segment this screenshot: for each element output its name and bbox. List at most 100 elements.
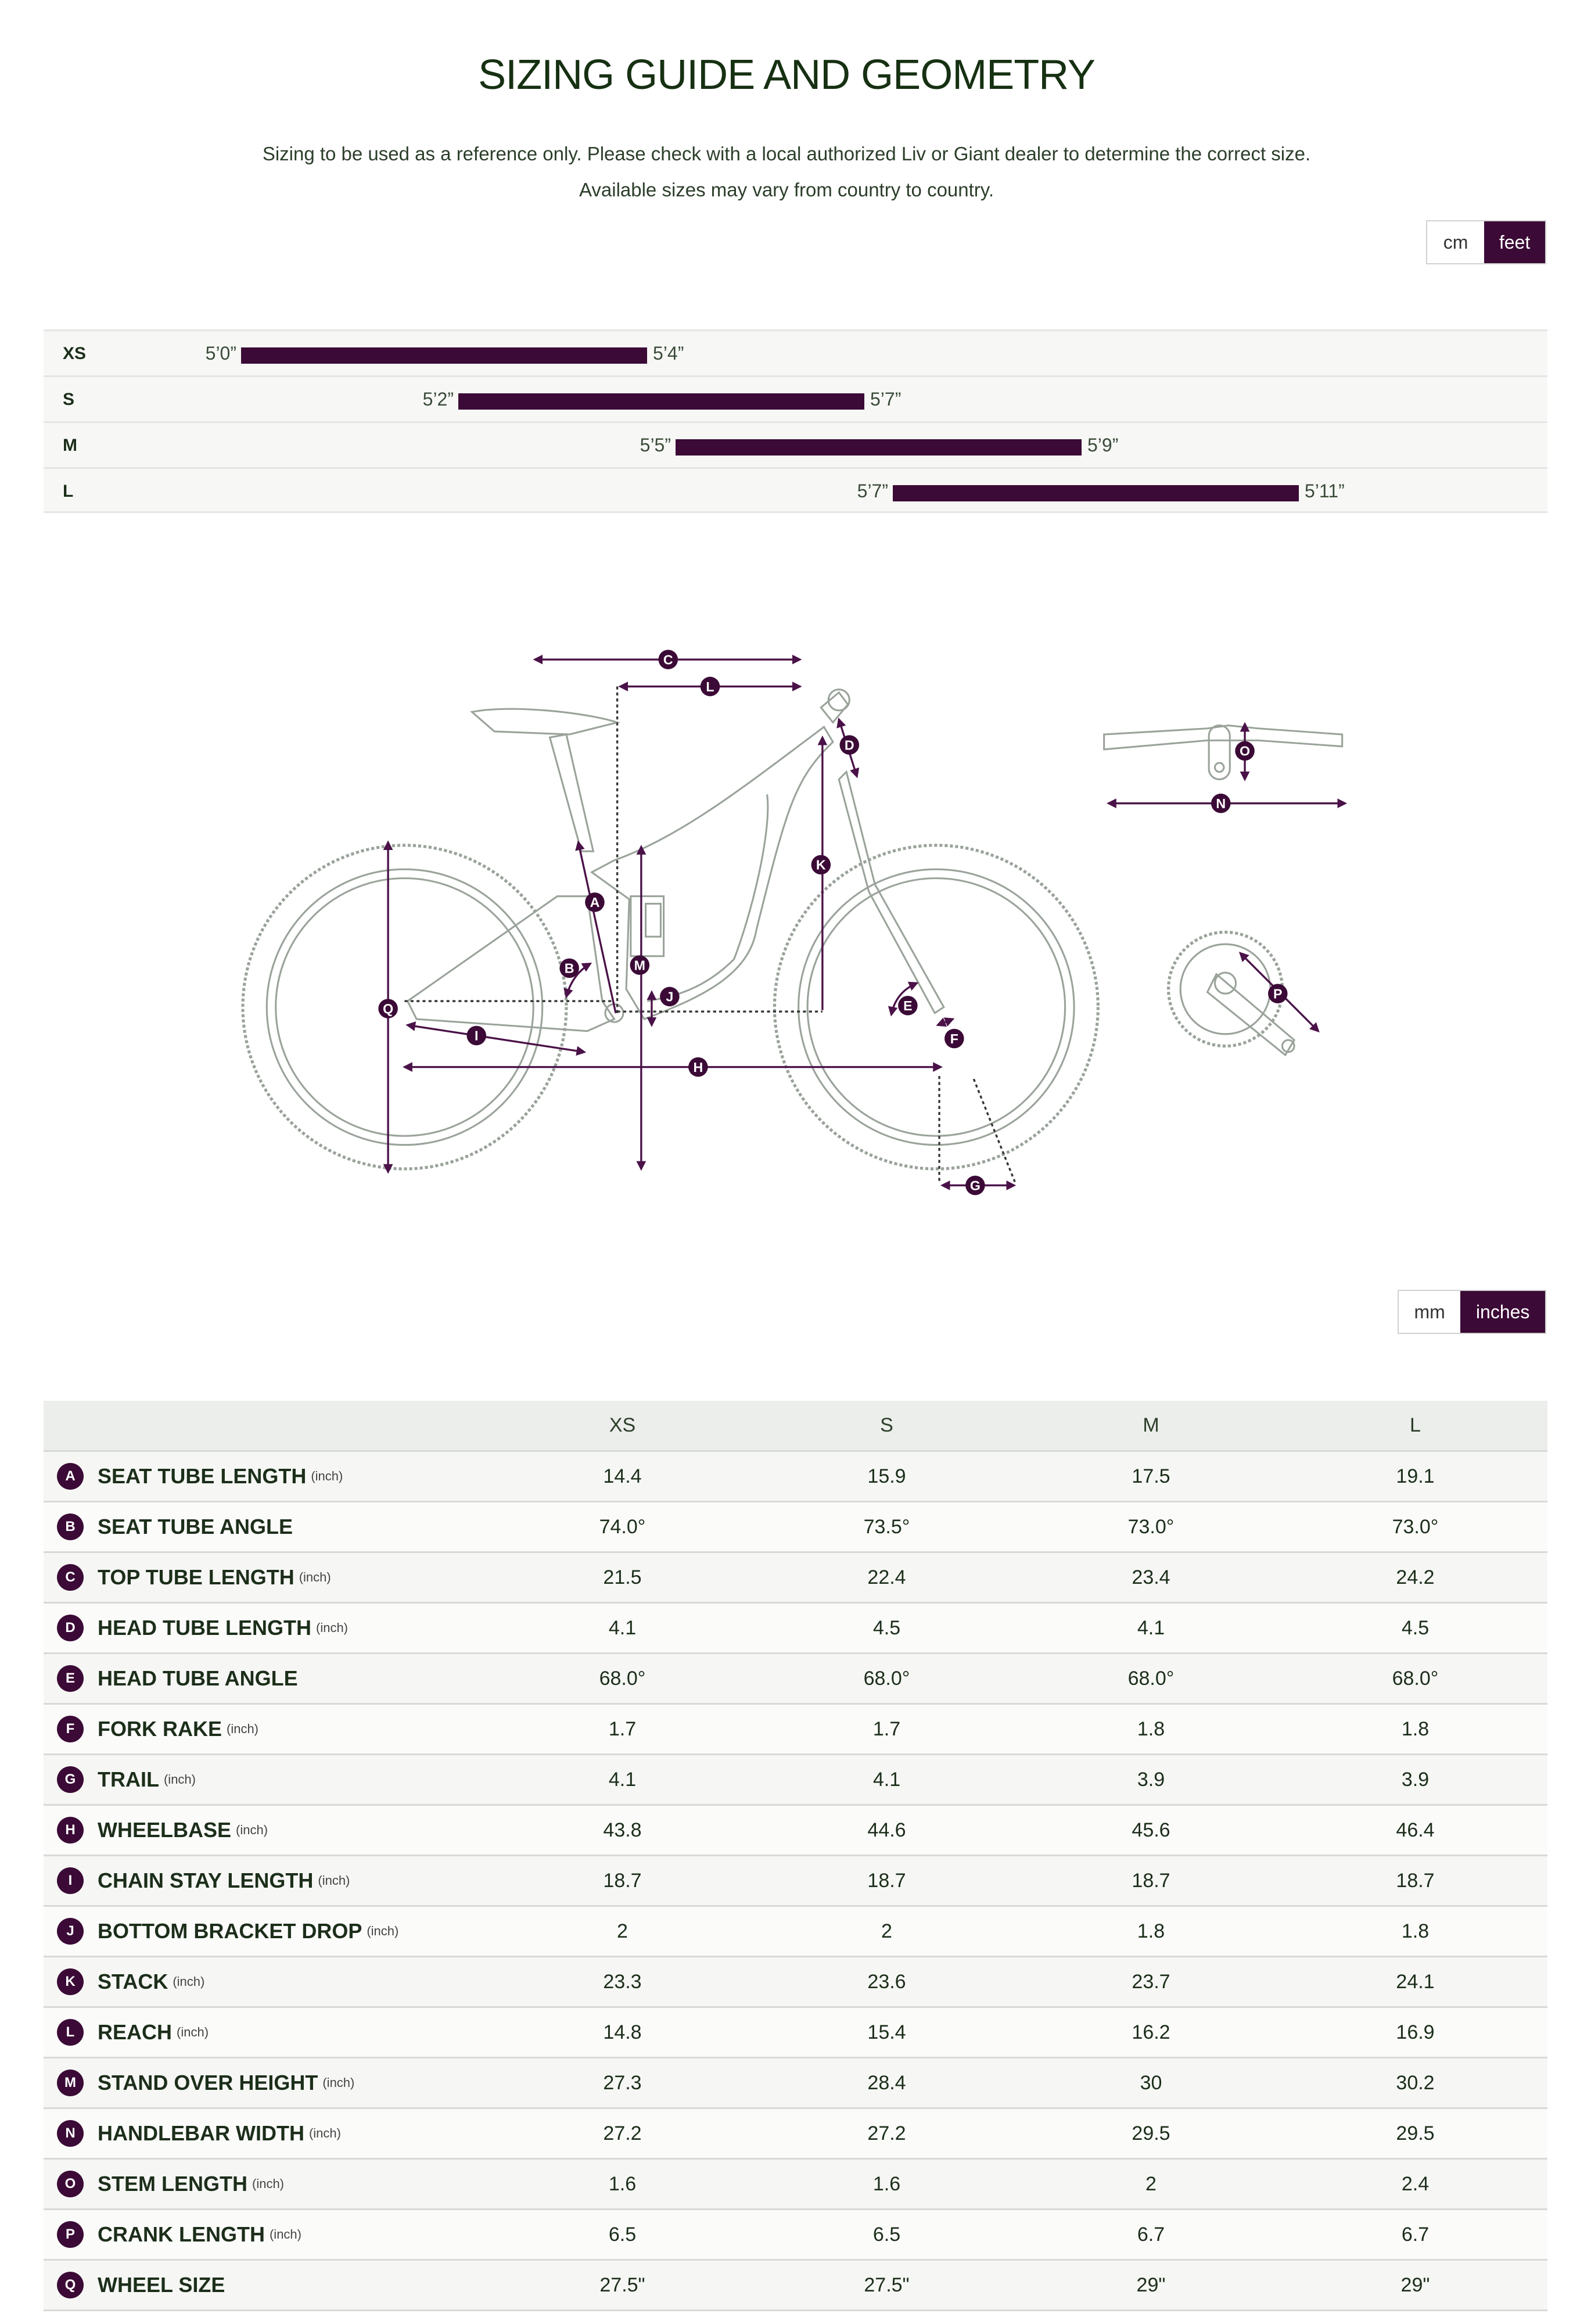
value-cell: 68.0° xyxy=(1019,1653,1283,1705)
max-height: 5’9” xyxy=(1087,435,1119,456)
cm-option[interactable]: cm xyxy=(1427,221,1485,263)
value-cell: 4.5 xyxy=(1283,1602,1547,1654)
value-cell: 1.7 xyxy=(755,1703,1019,1755)
value-cell: 4.1 xyxy=(490,1602,755,1654)
table-row: K STACK (inch) 23.3 23.6 23.7 24.1 xyxy=(44,1956,1547,2008)
value-cell: 29.5 xyxy=(1283,2108,1547,2160)
inches-option[interactable]: inches xyxy=(1460,1291,1545,1333)
geometry-unit-toggle[interactable]: mm inches xyxy=(1398,1290,1546,1334)
value-cell: 23.4 xyxy=(1019,1552,1283,1604)
parameter-cell: H WHEELBASE (inch) xyxy=(44,1805,490,1856)
value-cell: 6.5 xyxy=(755,2209,1019,2261)
max-height: 5’4” xyxy=(653,343,684,364)
parameter-cell: L REACH (inch) xyxy=(44,2007,490,2058)
diagram-marker-d: D xyxy=(839,735,860,755)
parameter-cell: A SEAT TUBE LENGTH (inch) xyxy=(44,1451,490,1502)
table-row: D HEAD TUBE LENGTH (inch) 4.1 4.5 4.1 4.5 xyxy=(44,1602,1547,1654)
marker-letter: E xyxy=(903,998,912,1013)
value-cell: 17.5 xyxy=(1019,1451,1283,1502)
mm-option[interactable]: mm xyxy=(1399,1291,1461,1333)
value-cell: 1.8 xyxy=(1283,1906,1547,1957)
letter-badge: B xyxy=(57,1514,84,1540)
parameter-name: HEAD TUBE ANGLE xyxy=(98,1666,298,1690)
letter-badge: N xyxy=(57,2120,84,2147)
value-cell: 18.7 xyxy=(1019,1855,1283,1907)
marker-letter: H xyxy=(693,1060,703,1075)
parameter-cell: E HEAD TUBE ANGLE xyxy=(44,1653,490,1705)
table-row: N HANDLEBAR WIDTH (inch) 27.2 27.2 29.5 29.5 xyxy=(44,2108,1547,2160)
value-cell: 29" xyxy=(1283,2260,1547,2311)
value-cell: 2 xyxy=(755,1906,1019,1957)
unit-label: (inch) xyxy=(367,1924,399,1938)
letter-badge: D xyxy=(57,1615,84,1641)
size-row-l: L 5’7” 5’11” xyxy=(44,467,1547,513)
parameter-cell: I CHAIN STAY LENGTH (inch) xyxy=(44,1855,490,1907)
parameter-name: CHAIN STAY LENGTH xyxy=(98,1868,314,1892)
height-unit-toggle[interactable]: cm feet xyxy=(1426,220,1546,264)
value-cell: 1.6 xyxy=(755,2158,1019,2210)
unit-label: (inch) xyxy=(316,1620,349,1635)
diagram-marker-j: J xyxy=(660,987,680,1007)
value-cell: 29.5 xyxy=(1019,2108,1283,2160)
parameter-name: TRAIL xyxy=(98,1767,159,1791)
parameter-name: STAND OVER HEIGHT xyxy=(98,2071,318,2095)
diagram-marker-h: H xyxy=(688,1057,708,1077)
diagram-marker-i: I xyxy=(466,1025,486,1046)
parameter-name: STACK xyxy=(98,1970,168,1993)
column-header-xs: XS xyxy=(490,1401,755,1452)
size-label: S xyxy=(63,390,75,409)
diagram-marker-p: P xyxy=(1268,984,1288,1003)
height-range-bar xyxy=(893,485,1299,501)
letter-badge: A xyxy=(57,1463,84,1490)
bike-geometry-diagram: C L D K A M B J Q I H E F G O N P xyxy=(241,650,1348,1195)
diagram-marker-n: N xyxy=(1211,793,1231,813)
parameter-name: CRANK LENGTH xyxy=(98,2222,265,2246)
unit-label: (inch) xyxy=(163,1772,196,1787)
parameter-name: WHEEL SIZE xyxy=(98,2273,225,2297)
parameter-cell: D HEAD TUBE LENGTH (inch) xyxy=(44,1602,490,1654)
parameter-name: SEAT TUBE ANGLE xyxy=(98,1515,293,1538)
value-cell: 18.7 xyxy=(490,1855,755,1907)
diagram-marker-f: F xyxy=(944,1028,964,1049)
marker-letter: Q xyxy=(383,1001,393,1016)
value-cell: 21.5 xyxy=(490,1552,755,1604)
min-height: 5’0” xyxy=(205,343,236,364)
value-cell: 6.7 xyxy=(1283,2209,1547,2261)
value-cell: 2 xyxy=(1019,2158,1283,2210)
value-cell: 6.5 xyxy=(490,2209,755,2261)
letter-badge: L xyxy=(57,2019,84,2046)
value-cell: 6.7 xyxy=(1019,2209,1283,2261)
rider-height-chart: XS 5’0” 5’4” S 5’2” 5’7” M 5’5” 5’9” L 5’7”… xyxy=(44,329,1547,513)
diagram-marker-e: E xyxy=(898,996,918,1016)
value-cell: 16.9 xyxy=(1283,2007,1547,2058)
parameter-cell: N HANDLEBAR WIDTH (inch) xyxy=(44,2108,490,2160)
unit-label: (inch) xyxy=(173,1974,205,1989)
unit-label: (inch) xyxy=(252,2176,285,2191)
value-cell: 1.7 xyxy=(490,1703,755,1755)
value-cell: 19.1 xyxy=(1283,1451,1547,1502)
parameter-name: HANDLEBAR WIDTH xyxy=(98,2121,304,2145)
value-cell: 29" xyxy=(1019,2260,1283,2311)
feet-option[interactable]: feet xyxy=(1484,221,1545,263)
value-cell: 3.9 xyxy=(1283,1754,1547,1806)
diagram-marker-g: G xyxy=(965,1175,985,1195)
size-row-m: M 5’5” 5’9” xyxy=(44,421,1547,467)
value-cell: 4.1 xyxy=(755,1754,1019,1806)
value-cell: 68.0° xyxy=(755,1653,1019,1705)
min-height: 5’2” xyxy=(422,389,454,410)
table-row: O STEM LENGTH (inch) 1.6 1.6 2 2.4 xyxy=(44,2158,1547,2210)
value-cell: 30 xyxy=(1019,2057,1283,2109)
letter-badge: O xyxy=(57,2171,84,2197)
marker-letter: N xyxy=(1216,796,1226,811)
parameter-cell: M STAND OVER HEIGHT (inch) xyxy=(44,2057,490,2109)
table-row: A SEAT TUBE LENGTH (inch) 14.4 15.9 17.5 19.1 xyxy=(44,1451,1547,1502)
value-cell: 1.6 xyxy=(490,2158,755,2210)
marker-letter: L xyxy=(706,679,714,694)
marker-letter: J xyxy=(666,989,673,1005)
value-cell: 14.8 xyxy=(490,2007,755,2058)
size-row-xs: XS 5’0” 5’4” xyxy=(44,329,1547,375)
column-header-l: L xyxy=(1283,1401,1547,1452)
marker-letter: I xyxy=(475,1028,478,1043)
value-cell: 24.2 xyxy=(1283,1552,1547,1604)
parameter-name: REACH xyxy=(98,2020,173,2044)
